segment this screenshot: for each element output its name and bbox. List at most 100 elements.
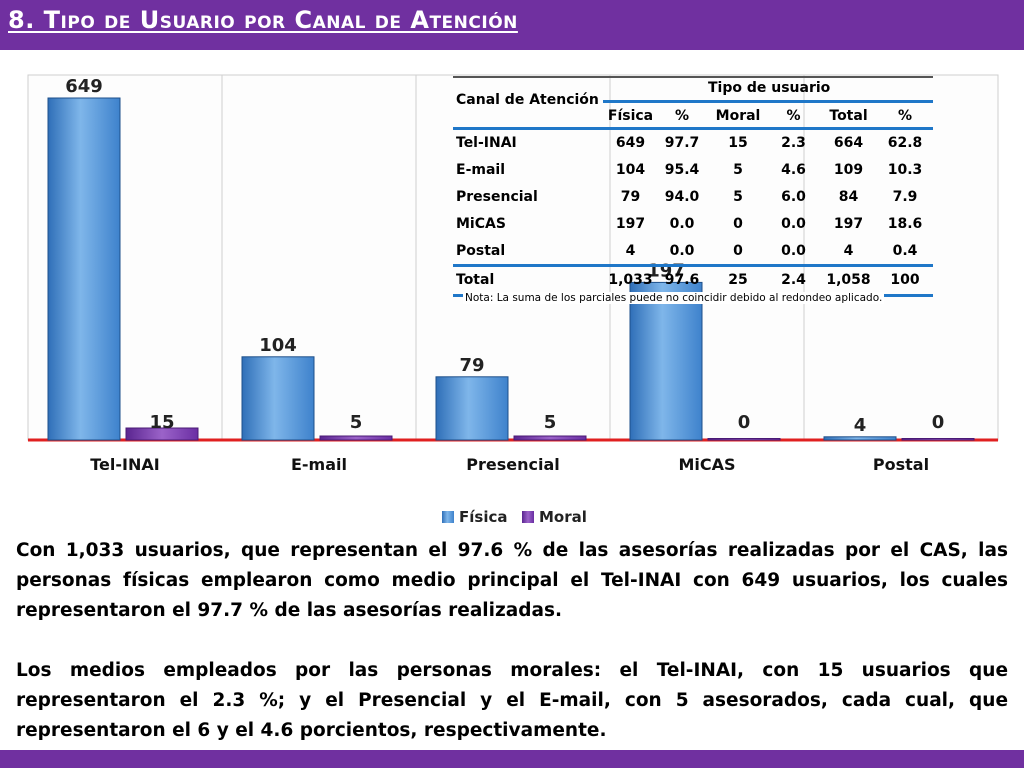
table-row: Presencial 79 94.0 5 6.0 84 7.9	[453, 184, 933, 211]
table-corner-label: Canal de Atención	[456, 92, 599, 108]
bar-fisica	[435, 376, 509, 441]
bar-moral	[319, 435, 393, 441]
table-cell: 4	[843, 243, 854, 259]
table-top-rule	[453, 76, 933, 78]
table-total-row: Total 1,033 97.6 25 2.4 1,058 100	[453, 267, 933, 294]
plot-area	[27, 74, 999, 441]
table-column-header: Total	[829, 108, 868, 124]
table-cell: 4	[625, 243, 636, 259]
table-cell: 7.9	[892, 189, 918, 205]
table-cell: 97.7	[664, 135, 700, 151]
data-label-moral: 0	[932, 412, 945, 433]
x-tick-label: Presencial	[466, 455, 559, 474]
bottom-bar	[0, 750, 1024, 768]
data-label-fisica: 649	[65, 76, 103, 97]
table-cell: 0.4	[892, 243, 918, 259]
table-cell: 0.0	[781, 243, 806, 259]
data-label-fisica: 79	[459, 355, 484, 376]
table-total-cell: 1,033	[608, 272, 653, 288]
table-column-header: %	[674, 108, 690, 124]
bar-moral	[901, 438, 975, 441]
data-label-fisica: 104	[259, 335, 297, 356]
table-cell: 0.0	[781, 216, 806, 232]
table-row-label: Tel-INAI	[456, 135, 517, 151]
table-cell: 18.6	[887, 216, 923, 232]
legend-label: Moral	[539, 508, 587, 526]
table-cell: 649	[615, 135, 646, 151]
x-tick-label: E-mail	[291, 455, 347, 474]
legend-label: Física	[459, 508, 507, 526]
chart-labels: 649 15 Tel-INAI 104 5 E-mail 79 5 Presencial 197 0…	[65, 76, 944, 474]
table-cell: 2.3	[781, 135, 806, 151]
chart-frame	[27, 74, 999, 442]
legend-swatch	[522, 511, 534, 523]
table-cell: 4.6	[781, 162, 806, 178]
table-row-label: MiCAS	[456, 216, 506, 232]
bar-moral	[707, 438, 781, 441]
table-row: MiCAS 197 0.0 0 0.0 197 18.6	[453, 211, 933, 238]
table-row: Tel-INAI 649 97.7 15 2.3 664 62.8	[453, 130, 933, 157]
chart-bars	[47, 97, 975, 441]
table-row: E-mail 104 95.4 5 4.6 109 10.3	[453, 157, 933, 184]
table-cell: 5	[733, 162, 743, 178]
table-cell: 6.0	[781, 189, 806, 205]
table-total-label: Total	[456, 272, 495, 288]
table-cell: 0	[733, 216, 743, 232]
table-row: Postal 4 0.0 0 0.0 4 0.4	[453, 238, 933, 265]
table-total-cell: 100	[890, 272, 920, 288]
table-cell: 197	[615, 216, 646, 232]
table-cell: 0.0	[669, 243, 695, 259]
table-row-label: E-mail	[456, 162, 506, 178]
table-cell: 95.4	[664, 162, 700, 178]
table-total-cell: 2.4	[781, 272, 806, 288]
page-title: 8. Tipo de Usuario por Canal de Atención	[8, 6, 518, 34]
table-cell: 62.8	[887, 135, 923, 151]
table-column-header: %	[897, 108, 913, 124]
bar-fisica	[47, 97, 121, 441]
table-group-label: Tipo de usuario	[708, 80, 831, 96]
table-group-rule	[603, 100, 933, 103]
legend-swatch	[442, 511, 454, 523]
table-cell: 84	[838, 189, 859, 205]
table-cell: 197	[833, 216, 864, 232]
table-cell: 5	[733, 189, 743, 205]
x-tick-label: MiCAS	[678, 455, 735, 474]
paragraph-1: Con 1,033 usuarios, que representan el 9…	[16, 540, 1008, 621]
table-total-cell: 1,058	[826, 272, 871, 288]
table-cell: 109	[833, 162, 864, 178]
bar-chart: 649 15 Tel-INAI 104 5 E-mail 79 5 Presencial 197 0…	[27, 74, 999, 526]
table-header-rule	[453, 127, 933, 130]
table-cell: 10.3	[887, 162, 923, 178]
table-cell: 94.0	[664, 189, 700, 205]
table-column-header: Moral	[715, 108, 761, 124]
table-cell: 664	[833, 135, 864, 151]
table-cell: 79	[620, 189, 641, 205]
table-cell: 0.0	[669, 216, 695, 232]
table-cell: 104	[615, 162, 646, 178]
table-row-label: Postal	[456, 243, 506, 259]
bar-moral	[125, 427, 199, 441]
data-label-fisica: 4	[854, 415, 867, 436]
table-total-cell: 97.6	[664, 272, 700, 288]
x-tick-label: Postal	[873, 455, 929, 474]
bar-fisica	[629, 281, 703, 441]
table-note: Nota: La suma de los parciales puede no …	[463, 292, 885, 304]
title-bar: 8. Tipo de Usuario por Canal de Atención	[0, 0, 1024, 50]
table-cell: 0	[733, 243, 743, 259]
bar-moral	[513, 435, 587, 441]
data-label-moral: 15	[149, 412, 174, 433]
table-column-header: %	[786, 108, 801, 124]
paragraph-2: Los medios empleados por las personas mo…	[16, 660, 1008, 741]
data-label-moral: 5	[544, 412, 557, 433]
data-label-moral: 5	[350, 412, 363, 433]
table-row-label: Presencial	[456, 189, 538, 205]
table-column-header: Física	[607, 108, 654, 124]
data-label-moral: 0	[738, 412, 751, 433]
chart-legend: Física Moral	[442, 508, 587, 526]
bar-fisica	[241, 356, 315, 441]
x-tick-label: Tel-INAI	[90, 455, 159, 474]
bar-fisica	[823, 436, 897, 441]
table-total-cell: 25	[728, 272, 748, 288]
table-cell: 15	[728, 135, 748, 151]
table-total-rule	[453, 264, 933, 267]
